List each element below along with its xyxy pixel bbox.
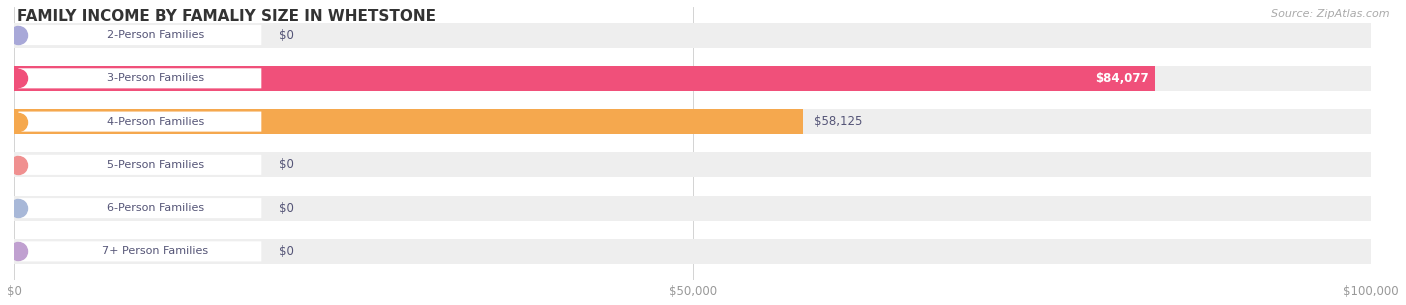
- Bar: [14, 66, 1371, 91]
- Bar: [14, 23, 1371, 48]
- Text: Source: ZipAtlas.com: Source: ZipAtlas.com: [1271, 9, 1389, 19]
- Text: 6-Person Families: 6-Person Families: [107, 203, 204, 213]
- Text: $84,077: $84,077: [1095, 72, 1149, 85]
- FancyBboxPatch shape: [18, 25, 262, 45]
- Text: 7+ Person Families: 7+ Person Families: [103, 246, 208, 257]
- Text: $0: $0: [278, 158, 294, 171]
- FancyBboxPatch shape: [18, 112, 262, 132]
- Text: 2-Person Families: 2-Person Families: [107, 30, 204, 40]
- Text: $0: $0: [278, 202, 294, 215]
- Bar: [14, 109, 1371, 134]
- FancyBboxPatch shape: [18, 241, 262, 261]
- Bar: [14, 109, 803, 134]
- Bar: [14, 152, 1371, 178]
- Text: $58,125: $58,125: [814, 115, 862, 128]
- Bar: [14, 196, 1371, 221]
- Bar: [14, 66, 1156, 91]
- Text: FAMILY INCOME BY FAMALIY SIZE IN WHETSTONE: FAMILY INCOME BY FAMALIY SIZE IN WHETSTO…: [17, 9, 436, 24]
- Text: 4-Person Families: 4-Person Families: [107, 117, 204, 127]
- Text: $0: $0: [278, 29, 294, 41]
- Bar: [14, 239, 1371, 264]
- FancyBboxPatch shape: [18, 155, 262, 175]
- FancyBboxPatch shape: [18, 68, 262, 88]
- Text: 3-Person Families: 3-Person Families: [107, 73, 204, 83]
- FancyBboxPatch shape: [18, 198, 262, 218]
- Text: 5-Person Families: 5-Person Families: [107, 160, 204, 170]
- Text: $0: $0: [278, 245, 294, 258]
